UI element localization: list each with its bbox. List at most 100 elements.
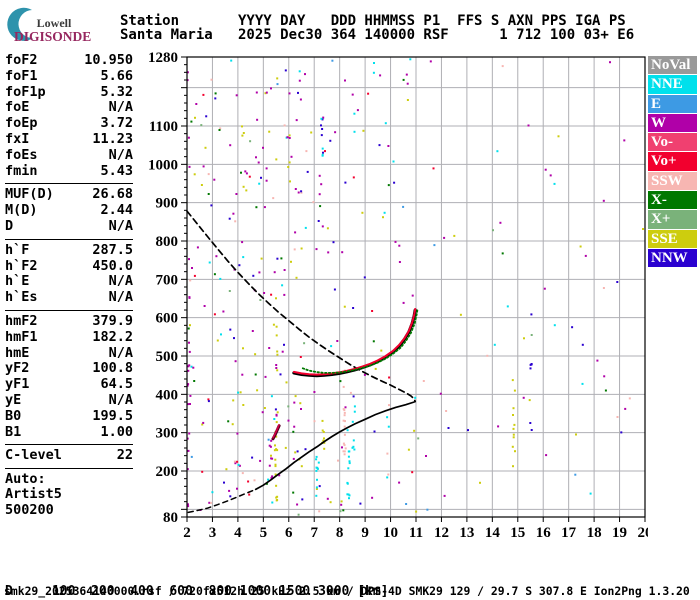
echo-dot xyxy=(528,399,531,402)
echo-dot xyxy=(214,92,217,95)
param-row-Clevel: C-level 22 xyxy=(5,448,133,464)
echo-dot xyxy=(281,350,284,353)
echo-dot xyxy=(280,257,283,260)
echo-dot xyxy=(315,486,318,489)
echo-dot xyxy=(200,184,203,186)
param-row-yF2: yF2 100.8 xyxy=(5,361,133,377)
echo-dot xyxy=(367,92,370,95)
echo-dot xyxy=(293,425,296,428)
echo-dot xyxy=(236,432,239,435)
param-label: foEp xyxy=(5,115,38,132)
echo-dot xyxy=(187,503,189,506)
echo-dot xyxy=(352,176,355,179)
y-axis-label: 500 xyxy=(156,349,179,365)
echo-dot xyxy=(318,485,321,488)
divider xyxy=(5,309,133,311)
echo-dot xyxy=(349,391,352,394)
f2-trace-x-mode xyxy=(301,308,419,374)
param-value: N/A xyxy=(108,273,133,290)
echo-dot xyxy=(315,248,318,251)
echo-dot xyxy=(496,150,499,153)
echo-dot xyxy=(512,436,515,439)
echo-dot xyxy=(219,277,222,280)
echo-dot xyxy=(571,326,574,329)
echo-dot xyxy=(263,206,266,209)
echo-dot xyxy=(237,463,240,466)
param-row-hF2: h`F2 450.0 xyxy=(5,258,133,275)
echo-dot xyxy=(287,405,290,408)
echo-dot xyxy=(329,501,332,504)
legend-item-nne: NNE xyxy=(648,75,697,94)
echo-dot xyxy=(255,156,257,159)
echo-dot xyxy=(402,301,405,304)
echo-dot xyxy=(348,460,351,463)
echo-dot xyxy=(245,172,248,175)
echo-dot xyxy=(387,425,390,428)
echo-dot xyxy=(575,433,577,436)
echo-dot xyxy=(288,161,291,164)
echo-dot xyxy=(293,248,296,251)
echo-dot xyxy=(276,369,279,372)
header-line-2: Santa Maria 2025 Dec30 364 140000 RSF 1 … xyxy=(120,27,635,43)
divider xyxy=(5,183,133,185)
echo-dot xyxy=(321,147,324,150)
echo-dot xyxy=(545,454,548,457)
echo-dot xyxy=(213,178,216,181)
echo-dot xyxy=(361,211,364,214)
echo-dot xyxy=(252,274,255,277)
echo-dot xyxy=(330,345,333,348)
echo-dot xyxy=(394,240,397,243)
echo-dot xyxy=(340,500,343,503)
echo-dot xyxy=(232,399,235,402)
echo-dot xyxy=(343,409,346,412)
param-row-yF1: yF1 64.5 xyxy=(5,376,133,393)
x-axis-label: 8 xyxy=(336,525,344,541)
echo-dot xyxy=(511,445,514,448)
echo-dot xyxy=(596,359,599,362)
echo-dot xyxy=(274,408,277,411)
echo-dot xyxy=(249,140,252,143)
echo-dot xyxy=(341,446,343,449)
echo-dot xyxy=(190,365,193,368)
param-row-foEp: foEp 3.72 xyxy=(5,115,133,132)
echo-dot xyxy=(406,82,409,85)
echo-dot xyxy=(343,411,346,414)
echo-dot xyxy=(321,118,324,121)
echo-dot xyxy=(251,330,254,332)
echo-dot xyxy=(342,385,345,388)
param-value: 22 xyxy=(116,447,133,464)
param-row-MUFD: MUF(D) 26.68 xyxy=(5,187,133,203)
echo-dot xyxy=(386,476,389,479)
echo-dot xyxy=(344,79,346,82)
x-axis-label: 12 xyxy=(434,525,449,541)
param-label: C-level xyxy=(5,447,62,464)
param-row-foF2: foF2 10.950 xyxy=(5,52,133,69)
echo-dot xyxy=(190,455,193,458)
echo-dot xyxy=(262,146,264,149)
echo-dot xyxy=(326,227,329,230)
echo-dot xyxy=(443,494,446,497)
echo-dot xyxy=(265,91,268,94)
echo-dot xyxy=(318,174,321,177)
echo-dot xyxy=(283,343,285,346)
echo-dot xyxy=(557,135,560,138)
echo-dot xyxy=(220,333,222,336)
distance-row: D 100 200 400 600 800 1000 1500 3000 [km… xyxy=(5,584,389,599)
echo-dot xyxy=(492,229,494,232)
y-axis-label: 200 xyxy=(156,464,179,480)
echo-dot xyxy=(186,71,189,74)
echo-dot xyxy=(284,69,287,72)
echo-dot xyxy=(321,128,324,130)
echo-dot xyxy=(213,313,216,316)
echo-dot xyxy=(348,462,351,465)
echo-dot xyxy=(225,468,228,471)
echo-dot xyxy=(305,150,308,153)
echo-dot xyxy=(293,401,296,404)
echo-dot xyxy=(320,124,322,127)
echo-dot xyxy=(188,165,191,168)
echo-dot xyxy=(343,444,346,447)
lowell-digisonde-logo: Lowell DIGISONDE xyxy=(7,7,91,44)
echo-dot xyxy=(339,380,342,383)
echo-dot xyxy=(512,414,514,416)
param-value: 1.00 xyxy=(100,423,133,440)
